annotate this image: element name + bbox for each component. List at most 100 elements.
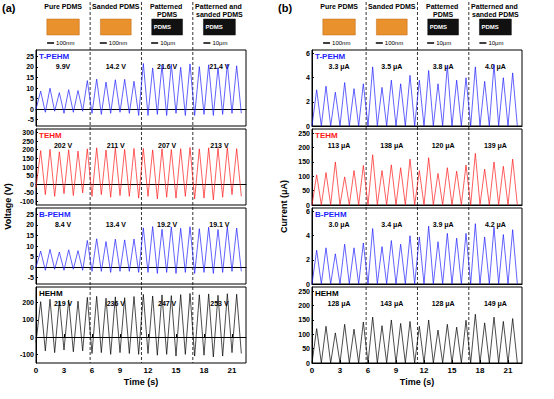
svg-text:3.8 μA: 3.8 μA bbox=[433, 63, 454, 71]
svg-text:12: 12 bbox=[420, 366, 429, 375]
svg-text:Pure PDMS: Pure PDMS bbox=[44, 3, 82, 10]
svg-text:0: 0 bbox=[34, 366, 39, 375]
svg-text:200: 200 bbox=[22, 299, 34, 306]
svg-text:200: 200 bbox=[22, 146, 34, 153]
svg-text:HEHM: HEHM bbox=[39, 289, 63, 298]
svg-text:19.1 V: 19.1 V bbox=[209, 221, 230, 228]
svg-text:Patterned: Patterned bbox=[426, 3, 460, 10]
svg-text:Time (s): Time (s) bbox=[124, 377, 158, 387]
svg-text:15: 15 bbox=[448, 366, 457, 375]
svg-text:3.4 μA: 3.4 μA bbox=[381, 221, 402, 229]
svg-text:9: 9 bbox=[394, 366, 399, 375]
svg-text:150: 150 bbox=[298, 158, 310, 165]
svg-text:B-PEHM: B-PEHM bbox=[315, 210, 347, 219]
svg-text:TEHM: TEHM bbox=[39, 131, 62, 140]
svg-text:PDMS: PDMS bbox=[205, 24, 222, 30]
svg-text:9: 9 bbox=[118, 366, 123, 375]
svg-text:18: 18 bbox=[476, 366, 485, 375]
svg-text:TEHM: TEHM bbox=[315, 131, 338, 140]
svg-text:sanded PDMS: sanded PDMS bbox=[196, 11, 243, 18]
svg-text:10μm: 10μm bbox=[212, 40, 227, 46]
svg-text:3: 3 bbox=[62, 366, 67, 375]
svg-text:-100: -100 bbox=[20, 198, 34, 205]
svg-text:213 V: 213 V bbox=[210, 142, 229, 149]
svg-text:250: 250 bbox=[298, 288, 310, 295]
svg-text:T-PEHM: T-PEHM bbox=[39, 52, 70, 61]
svg-text:21: 21 bbox=[504, 366, 513, 375]
svg-text:14.2 V: 14.2 V bbox=[106, 63, 127, 70]
svg-text:120 μA: 120 μA bbox=[432, 142, 455, 150]
svg-text:100: 100 bbox=[298, 173, 310, 180]
svg-text:100nm: 100nm bbox=[109, 40, 127, 46]
svg-text:3.0 μA: 3.0 μA bbox=[329, 221, 350, 229]
svg-text:Patterned: Patterned bbox=[150, 3, 184, 10]
svg-text:10μm: 10μm bbox=[488, 40, 503, 46]
svg-text:0: 0 bbox=[306, 123, 310, 130]
svg-text:9.9V: 9.9V bbox=[56, 63, 71, 70]
svg-text:0: 0 bbox=[30, 264, 34, 271]
svg-text:149 μA: 149 μA bbox=[484, 300, 507, 308]
svg-text:B-PEHM: B-PEHM bbox=[39, 210, 71, 219]
svg-text:150: 150 bbox=[22, 155, 34, 162]
svg-text:0: 0 bbox=[30, 106, 34, 113]
svg-text:4: 4 bbox=[306, 232, 310, 239]
svg-text:3.5 μA: 3.5 μA bbox=[381, 63, 402, 71]
svg-text:247 V: 247 V bbox=[158, 300, 177, 307]
svg-text:Patterned and: Patterned and bbox=[195, 3, 244, 10]
svg-text:20: 20 bbox=[26, 63, 34, 70]
svg-text:-100: -100 bbox=[20, 351, 34, 358]
svg-text:19.2 V: 19.2 V bbox=[157, 221, 178, 228]
svg-text:139 μA: 139 μA bbox=[484, 142, 507, 150]
svg-text:5: 5 bbox=[30, 253, 34, 260]
svg-text:10: 10 bbox=[26, 243, 34, 250]
svg-text:50: 50 bbox=[302, 187, 310, 194]
svg-text:300: 300 bbox=[22, 129, 34, 136]
svg-text:138 μA: 138 μA bbox=[380, 142, 403, 150]
svg-text:219 V: 219 V bbox=[54, 300, 73, 307]
svg-text:12: 12 bbox=[144, 366, 153, 375]
svg-text:207 V: 207 V bbox=[158, 142, 177, 149]
svg-text:3.3 μA: 3.3 μA bbox=[329, 63, 350, 71]
svg-text:-5: -5 bbox=[28, 116, 34, 123]
svg-text:0: 0 bbox=[30, 334, 34, 341]
svg-text:50: 50 bbox=[302, 345, 310, 352]
svg-text:PDMS: PDMS bbox=[157, 11, 178, 18]
svg-text:18: 18 bbox=[200, 366, 209, 375]
svg-text:202 V: 202 V bbox=[54, 142, 73, 149]
svg-text:4.0 μA: 4.0 μA bbox=[485, 63, 506, 71]
svg-text:5: 5 bbox=[30, 95, 34, 102]
svg-text:4.2 μA: 4.2 μA bbox=[485, 221, 506, 229]
svg-text:(b): (b) bbox=[278, 2, 292, 14]
svg-text:6: 6 bbox=[306, 50, 310, 57]
svg-text:113 μA: 113 μA bbox=[328, 142, 351, 150]
svg-text:100: 100 bbox=[298, 331, 310, 338]
svg-text:200: 200 bbox=[298, 302, 310, 309]
svg-text:sanded PDMS: sanded PDMS bbox=[472, 11, 519, 18]
svg-text:Patterned and: Patterned and bbox=[471, 3, 520, 10]
svg-text:-5: -5 bbox=[28, 274, 34, 281]
svg-text:250: 250 bbox=[298, 130, 310, 137]
svg-text:PDMS: PDMS bbox=[154, 24, 171, 30]
svg-text:128 μA: 128 μA bbox=[432, 300, 455, 308]
svg-text:PDMS: PDMS bbox=[430, 24, 447, 30]
svg-text:100nm: 100nm bbox=[385, 40, 403, 46]
svg-text:20: 20 bbox=[26, 221, 34, 228]
svg-text:13.4 V: 13.4 V bbox=[106, 221, 127, 228]
svg-text:T-PEHM: T-PEHM bbox=[315, 52, 346, 61]
svg-text:PDMS: PDMS bbox=[433, 11, 454, 18]
svg-text:4: 4 bbox=[306, 74, 310, 81]
svg-text:211 V: 211 V bbox=[107, 142, 125, 149]
svg-text:6: 6 bbox=[306, 208, 310, 215]
svg-text:21.6 V: 21.6 V bbox=[157, 63, 178, 70]
svg-text:0: 0 bbox=[310, 366, 315, 375]
svg-text:2: 2 bbox=[306, 256, 310, 263]
svg-text:100: 100 bbox=[22, 164, 34, 171]
svg-text:(a): (a) bbox=[2, 2, 16, 14]
svg-text:0: 0 bbox=[306, 281, 310, 288]
svg-text:PDMS: PDMS bbox=[481, 24, 498, 30]
svg-text:250: 250 bbox=[22, 138, 34, 145]
svg-text:HEHM: HEHM bbox=[315, 289, 339, 298]
svg-text:3.9 μA: 3.9 μA bbox=[433, 221, 454, 229]
svg-text:100nm: 100nm bbox=[332, 40, 350, 46]
svg-text:15: 15 bbox=[26, 74, 34, 81]
